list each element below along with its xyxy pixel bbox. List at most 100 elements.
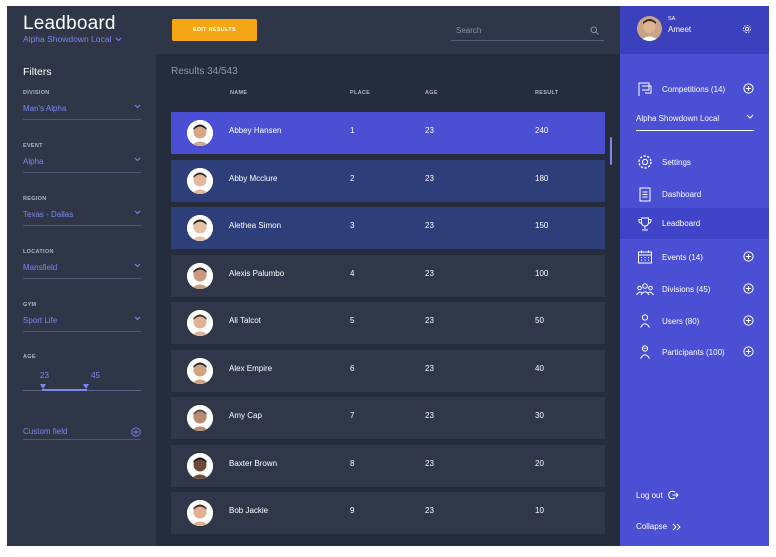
event-filter: EVENT Alpha <box>23 143 141 173</box>
table-row[interactable]: Alex Empire 6 23 40 <box>171 350 605 392</box>
clipboard-icon <box>636 186 654 202</box>
athlete-name: Alex Empire <box>229 364 273 373</box>
avatar <box>187 405 213 431</box>
leaderboard-app: Leadboard Alpha Showdown Local EDIT RESU… <box>7 6 769 546</box>
age-label: AGE <box>23 354 36 360</box>
athlete-result: 30 <box>535 411 544 420</box>
division-value: Man's Alpha <box>23 104 67 113</box>
navigation-sidebar: SA Ameet Competitions (14) Alpha Showdow… <box>620 6 769 546</box>
athlete-age: 23 <box>425 316 434 325</box>
edit-results-button[interactable]: EDIT RESULTS <box>172 19 257 41</box>
search-icon[interactable] <box>590 26 599 35</box>
table-row[interactable]: Baxter Brown 8 23 20 <box>171 445 605 487</box>
event-label: EVENT <box>23 143 43 149</box>
sidebar-item-settings[interactable]: Settings <box>636 153 754 171</box>
sidebar-item-dashboard[interactable]: Dashboard <box>636 185 754 203</box>
results-count: Results 34/543 <box>171 66 238 77</box>
event-select[interactable]: Alpha <box>23 157 141 173</box>
avatar <box>187 500 213 526</box>
athlete-place: 4 <box>350 269 355 278</box>
athlete-age: 23 <box>425 364 434 373</box>
participant-icon <box>636 344 654 360</box>
sidebar-item-leadboard[interactable]: Leadboard <box>620 208 769 239</box>
competition-select-value: Alpha Showdown Local <box>636 114 720 123</box>
leadboard-label: Leadboard <box>662 219 701 228</box>
athlete-name: Amy Cap <box>229 411 262 420</box>
table-row[interactable]: Ali Talcot 5 23 50 <box>171 302 605 344</box>
user-avatar-image <box>637 16 662 41</box>
logout-button[interactable]: Log out <box>636 490 679 500</box>
users-label: Users (80) <box>662 316 700 326</box>
table-row[interactable]: Amy Cap 7 23 30 <box>171 397 605 439</box>
flag-icon <box>636 81 654 97</box>
athlete-age: 23 <box>425 221 434 230</box>
gym-label: GYM <box>23 302 37 308</box>
sidebar-item-divisions[interactable]: Divisions (45) <box>636 280 754 298</box>
chevron-down-icon <box>116 37 122 41</box>
table-row[interactable]: Alexis Palumbo 4 23 100 <box>171 255 605 297</box>
gym-filter: GYM Sport Life <box>23 302 141 332</box>
athlete-result: 50 <box>535 316 544 325</box>
region-label: REGION <box>23 196 47 202</box>
add-event-icon[interactable] <box>743 251 754 262</box>
athlete-place: 9 <box>350 506 355 515</box>
add-user-icon[interactable] <box>743 315 754 326</box>
competitions-label: Competitions (14) <box>662 84 726 94</box>
region-filter: REGION Texas - Dallas <box>23 196 141 226</box>
search-bar <box>451 24 604 41</box>
athlete-age: 23 <box>425 459 434 468</box>
logout-icon <box>667 490 679 500</box>
gym-select[interactable]: Sport Life <box>23 316 141 332</box>
sidebar-item-participants[interactable]: Participants (100) <box>636 343 754 361</box>
table-row[interactable]: Bob Jackie 9 23 10 <box>171 492 605 534</box>
region-select[interactable]: Texas - Dallas <box>23 210 141 226</box>
dashboard-label: Dashboard <box>662 189 702 199</box>
avatar[interactable] <box>637 16 662 41</box>
table-row[interactable]: Abby Mcclure 2 23 180 <box>171 160 605 202</box>
location-select[interactable]: Mansfield <box>23 263 141 279</box>
avatar <box>187 263 213 289</box>
age-min-handle[interactable] <box>40 384 46 389</box>
age-values: 23 45 <box>40 371 100 380</box>
sidebar-item-events[interactable]: Events (14) <box>636 248 754 266</box>
settings-label: Settings <box>662 157 691 167</box>
user-name: Ameet <box>668 25 692 34</box>
competition-select[interactable]: Alpha Showdown Local <box>636 114 754 131</box>
athlete-place: 6 <box>350 364 355 373</box>
table-row[interactable]: Alethea Simon 3 23 150 <box>171 207 605 249</box>
logout-label: Log out <box>636 490 663 500</box>
collapse-label: Collapse <box>636 522 668 531</box>
chevron-down-icon <box>134 104 141 109</box>
athlete-place: 1 <box>350 126 355 135</box>
age-filter: AGE <box>23 354 141 360</box>
age-max-handle[interactable] <box>83 384 89 389</box>
trophy-icon <box>636 216 654 232</box>
region-value: Texas - Dallas <box>23 210 74 219</box>
table-row[interactable]: Abbey Hansen 1 23 240 <box>171 112 605 154</box>
sidebar-item-users[interactable]: Users (80) <box>636 312 754 330</box>
division-label: DIVISION <box>23 90 50 96</box>
athlete-age: 23 <box>425 174 434 183</box>
athlete-name: Ali Talcot <box>229 316 261 325</box>
custom-field[interactable]: Custom field <box>23 427 141 440</box>
avatar <box>187 358 213 384</box>
results-scrollbar[interactable] <box>610 137 612 165</box>
athlete-name: Baxter Brown <box>229 459 278 468</box>
add-participant-icon[interactable] <box>743 346 754 357</box>
athlete-name: Abbey Hansen <box>229 126 282 135</box>
search-input[interactable] <box>456 26 576 35</box>
add-competition-icon[interactable] <box>743 83 754 94</box>
collapse-button[interactable]: Collapse <box>636 522 681 531</box>
add-division-icon[interactable] <box>743 283 754 294</box>
competition-switcher[interactable]: Alpha Showdown Local <box>23 34 122 44</box>
add-circle-icon[interactable] <box>131 427 141 437</box>
sidebar-item-competitions[interactable]: Competitions (14) <box>636 80 754 98</box>
athlete-age: 23 <box>425 506 434 515</box>
athlete-result: 10 <box>535 506 544 515</box>
page-title: Leadboard <box>23 13 116 34</box>
athlete-age: 23 <box>425 411 434 420</box>
division-select[interactable]: Man's Alpha <box>23 104 141 120</box>
gear-icon[interactable] <box>742 24 752 34</box>
athlete-name: Alexis Palumbo <box>229 269 285 278</box>
age-max-value: 45 <box>91 371 100 380</box>
